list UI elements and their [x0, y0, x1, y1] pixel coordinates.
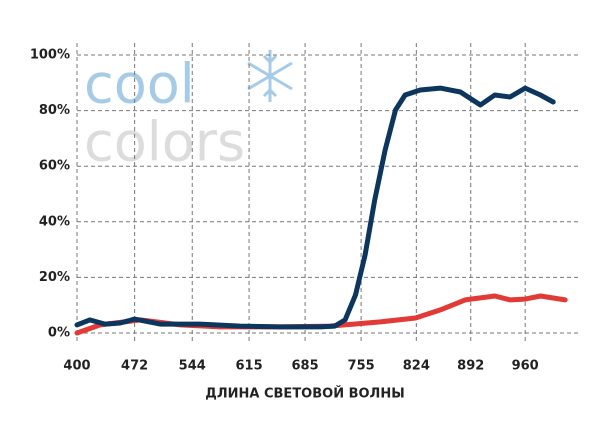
y-tick-label: 0%	[48, 326, 70, 341]
x-tick-label: 544	[179, 359, 206, 374]
data-line	[74, 85, 556, 330]
x-tick-label: 685	[292, 359, 319, 374]
x-tick-label: 615	[235, 359, 262, 374]
x-tick-label: 472	[121, 359, 148, 374]
y-tick-label: 80%	[39, 103, 70, 118]
logo: cool colors	[84, 50, 293, 174]
x-tick-label: 960	[512, 359, 539, 374]
y-tick-label: 40%	[39, 214, 70, 229]
logo-top: cool	[84, 53, 195, 116]
y-tick-label: 60%	[39, 159, 70, 174]
x-tick-label: 824	[403, 359, 430, 374]
x-tick-label: 400	[63, 359, 90, 374]
y-tick-label: 100%	[30, 48, 70, 63]
x-axis-label: ДЛИНА СВЕТОВОЙ ВОЛНЫ	[205, 386, 404, 402]
x-tick-label: 892	[457, 359, 484, 374]
x-tick-label: 755	[348, 359, 375, 374]
logo-bottom: colors	[84, 111, 245, 174]
snowflake	[247, 50, 293, 102]
y-tick-label: 20%	[39, 270, 70, 285]
